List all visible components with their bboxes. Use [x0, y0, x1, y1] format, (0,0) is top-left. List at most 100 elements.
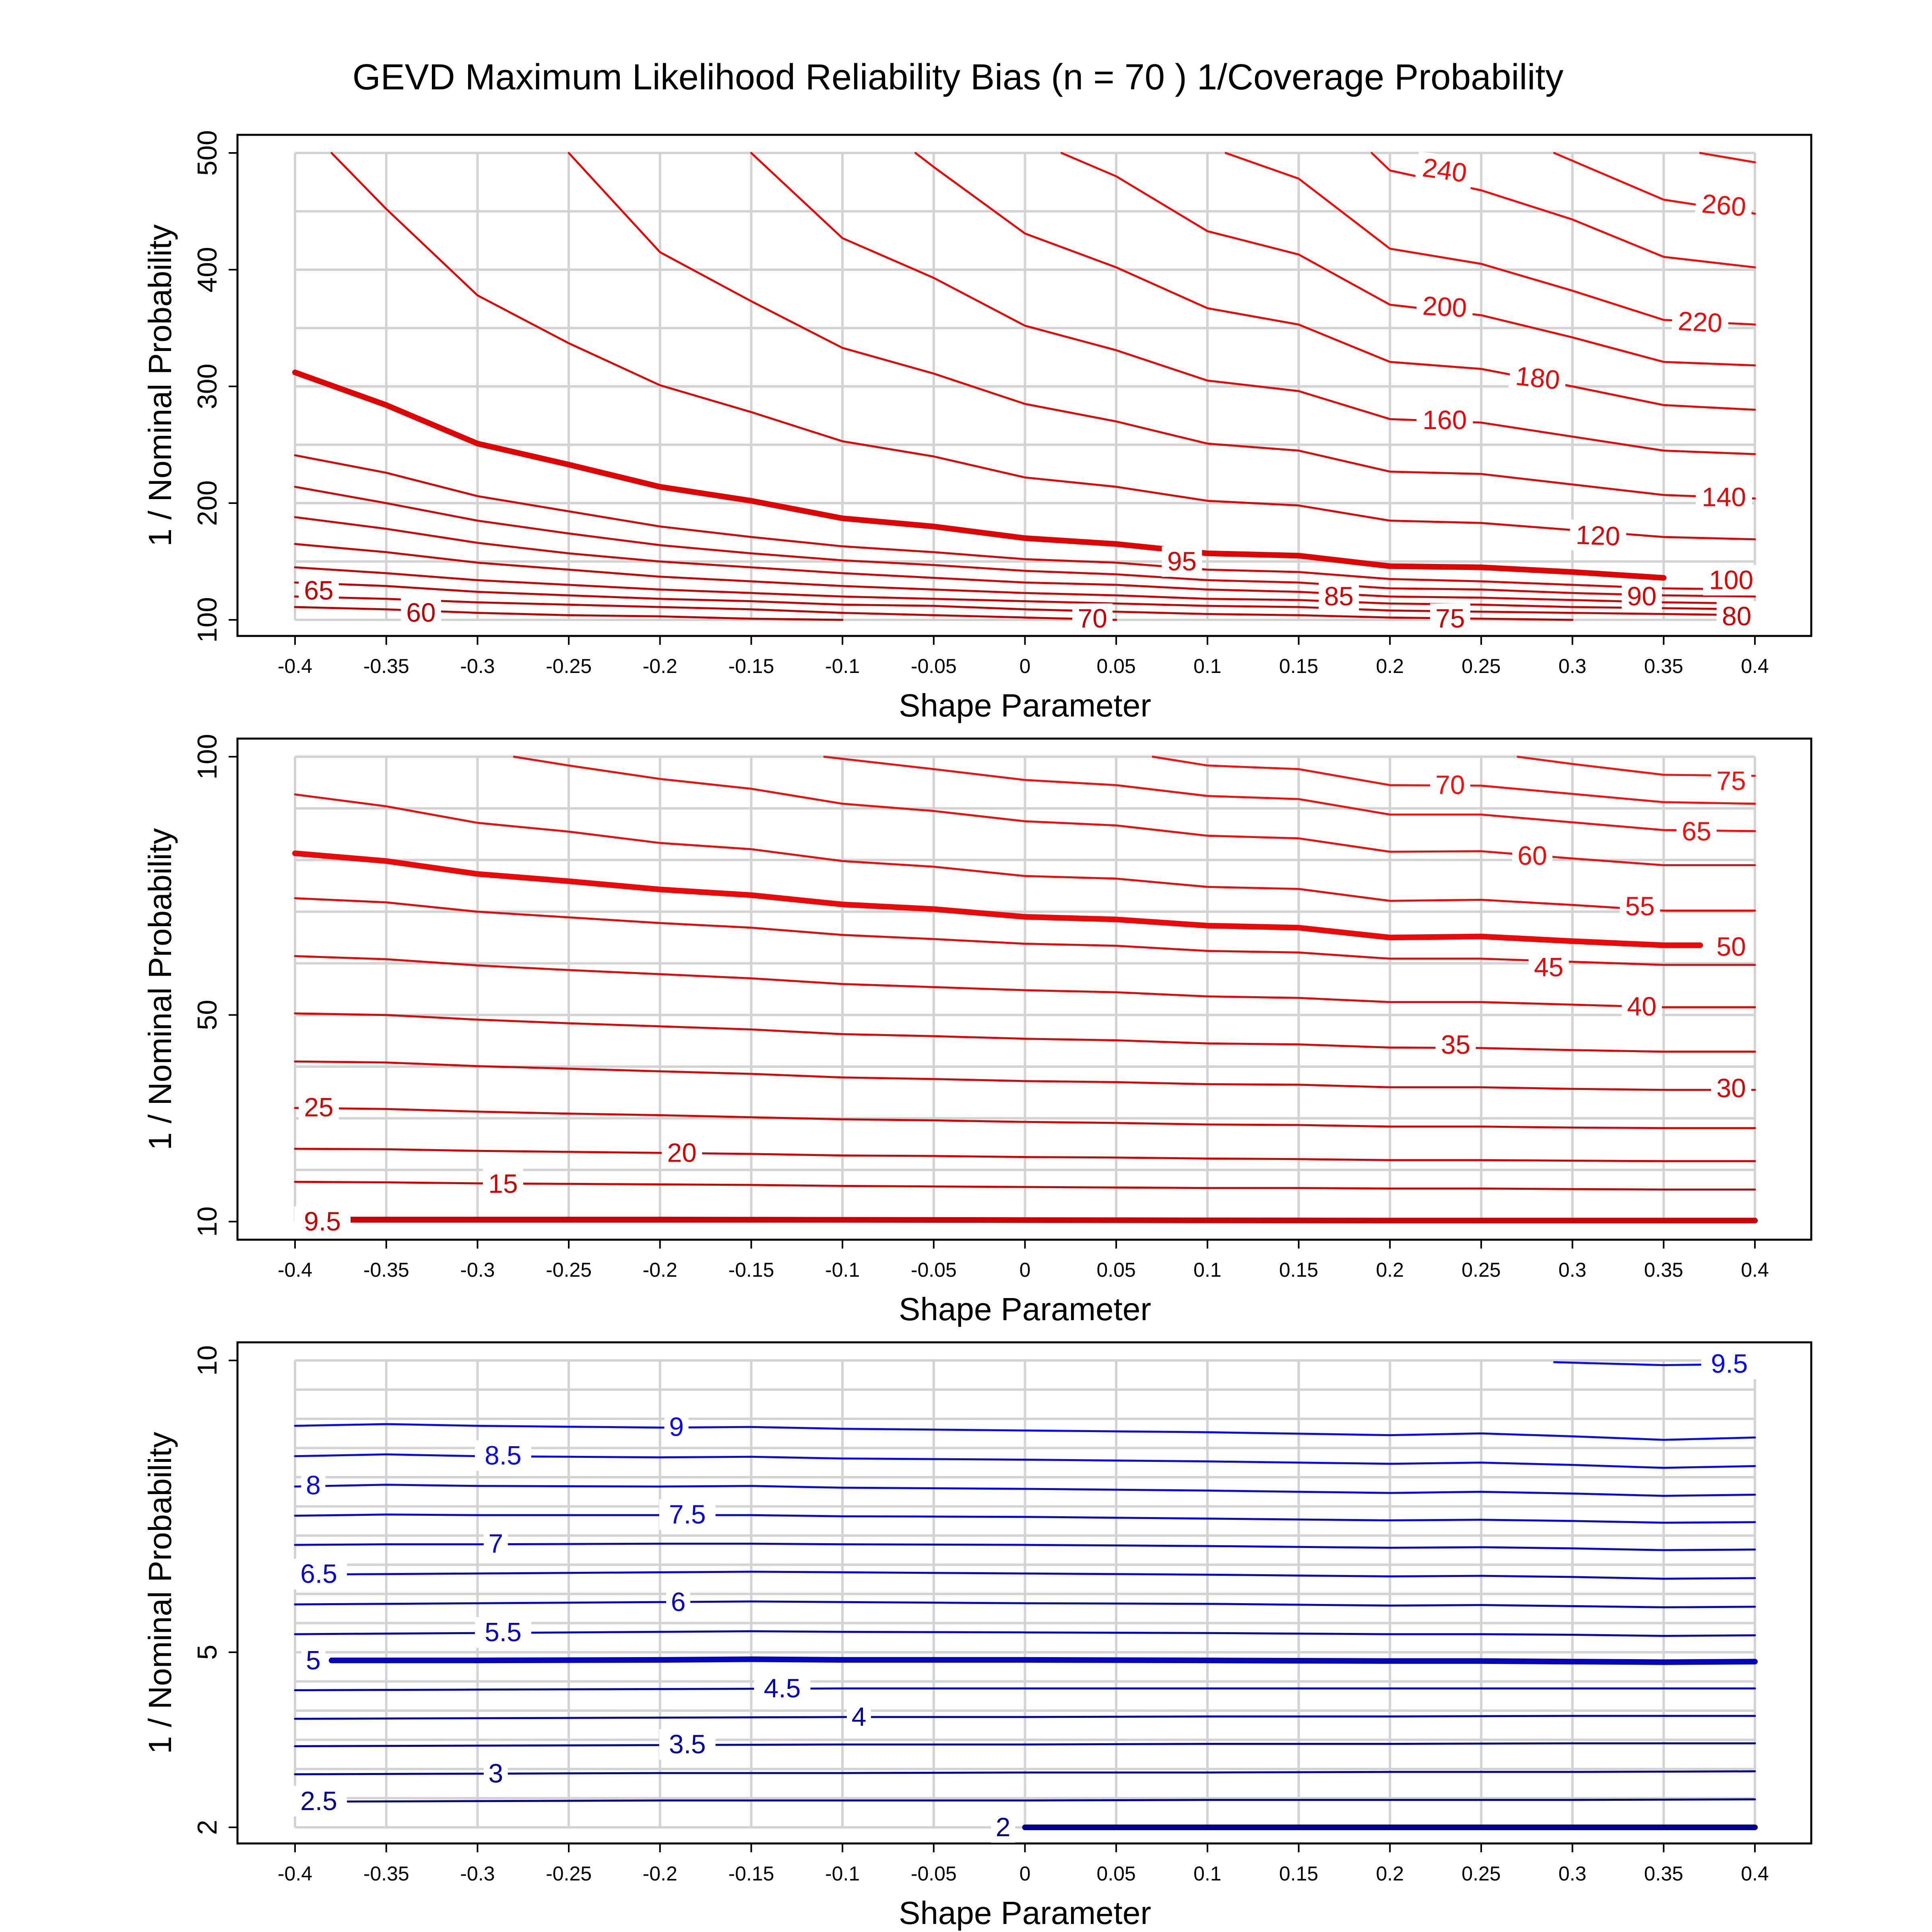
- contour-label-bg: [1671, 305, 1729, 339]
- contour-label: 5: [306, 1645, 321, 1675]
- contour-line-60: [294, 606, 844, 621]
- contour-label-bg: [846, 1701, 871, 1732]
- contour-line-9: [294, 1423, 1756, 1441]
- contour-label: 70: [1078, 603, 1107, 633]
- y-axis-label: 1 / Nominal Probability: [142, 224, 178, 546]
- contour-label-bg: [1430, 770, 1470, 801]
- contour-label-bg: [659, 1729, 716, 1760]
- contour-label: 120: [1575, 520, 1621, 551]
- contour-label-bg: [1435, 1030, 1476, 1061]
- chart-title: GEVD Maximum Likelihood Reliability Bias…: [353, 57, 1564, 97]
- contour-label-bg: [1676, 816, 1717, 847]
- contour-label: 20: [667, 1137, 696, 1167]
- contour-line-100: [292, 369, 1667, 581]
- x-tick-label: 0.35: [1644, 1259, 1683, 1281]
- contour-label: 9: [669, 1412, 684, 1441]
- contour-line-220: [1224, 152, 1756, 326]
- contour-label: 75: [1435, 603, 1465, 633]
- x-tick-label: 0.1: [1193, 1259, 1222, 1281]
- contour-label-bg: [1711, 931, 1752, 962]
- contour-line-280: [1699, 152, 1756, 163]
- x-tick-label: 0: [1020, 1862, 1031, 1885]
- contour-line-240: [1371, 152, 1756, 268]
- contour-label-bg: [1072, 603, 1113, 634]
- contour-label-bg: [298, 575, 339, 606]
- x-tick-label: 0.3: [1558, 655, 1587, 677]
- contour-line-70: [294, 581, 1574, 621]
- contour-line-3: [294, 1770, 1756, 1775]
- y-tick-label: 100: [192, 597, 223, 642]
- x-tick-label: -0.1: [825, 655, 860, 677]
- contour-line-80: [294, 543, 1756, 611]
- contour-line-7: [294, 1542, 1756, 1551]
- x-tick-label: 0.15: [1279, 1259, 1318, 1281]
- contour-line-65: [823, 755, 1756, 832]
- y-tick-label: 400: [192, 247, 223, 292]
- x-axis-label: Shape Parameter: [899, 687, 1151, 723]
- y-tick-label: 50: [192, 1000, 223, 1030]
- contour-label: 80: [1722, 601, 1751, 631]
- y-tick-label: 10: [192, 1206, 223, 1237]
- x-tick-label: -0.15: [728, 655, 774, 677]
- contour-label-bg: [666, 1587, 691, 1618]
- contour-label: 200: [1422, 291, 1468, 323]
- contour-label: 65: [304, 576, 333, 605]
- y-axis-label: 1 / Nominal Probability: [142, 828, 178, 1150]
- y-tick-label: 100: [192, 734, 223, 779]
- contour-label-bg: [662, 1137, 702, 1168]
- contour-label-bg: [1620, 891, 1660, 922]
- contour-label: 70: [1435, 770, 1465, 800]
- contour-label: 9.5: [1711, 1349, 1748, 1379]
- contour-line-6_5: [294, 1571, 1756, 1580]
- contour-label-bg: [1508, 360, 1568, 396]
- contour-line-25: [294, 1107, 1756, 1129]
- contour-label: 260: [1701, 188, 1747, 222]
- contour-label: 7: [488, 1528, 503, 1558]
- contour-label-bg: [483, 1168, 523, 1199]
- contour-label-bg: [991, 1812, 1016, 1843]
- y-axis-label: 1 / Nominal Probability: [142, 1432, 178, 1754]
- contour-label-bg: [475, 1440, 531, 1471]
- contour-line-55: [294, 793, 1756, 912]
- contour-label-bg: [1512, 840, 1552, 871]
- panel-3: -0.4 -0.35 -0.3 -0.25 -0.2 -0.15 -0.1 -0.05 0 0.0…: [142, 1341, 1812, 1931]
- contour-label: 8: [306, 1470, 321, 1500]
- contour-label-bg: [400, 597, 441, 628]
- contour-label-bg: [1528, 952, 1569, 983]
- x-tick-label: -0.05: [911, 1862, 957, 1885]
- contour-label: 55: [1625, 891, 1655, 921]
- contour-line-140: [568, 152, 1756, 500]
- chart-panels: -0.4 -0.35 -0.3 -0.25 -0.2 -0.15 -0.1 -0.05 0 0.0…: [142, 130, 1812, 1931]
- contour-label: 100: [1709, 565, 1753, 594]
- panel-1: -0.4 -0.35 -0.3 -0.25 -0.2 -0.15 -0.1 -0.05 0 0.0…: [142, 130, 1812, 723]
- contour-line-120: [330, 152, 1756, 541]
- contour-label: 5.5: [485, 1617, 522, 1647]
- x-tick-label: 0: [1020, 655, 1031, 677]
- contour-label: 60: [1517, 840, 1547, 870]
- x-tick-label: 0.4: [1741, 655, 1769, 677]
- x-tick-label: 0.05: [1097, 1862, 1136, 1885]
- contour-label: 90: [1627, 581, 1656, 611]
- contour-line-95: [294, 454, 1756, 591]
- contour-line-6: [294, 1600, 1756, 1608]
- contour-label-bg: [1416, 405, 1473, 436]
- x-tick-label: -0.35: [363, 1862, 409, 1885]
- contour-label: 2.5: [300, 1786, 337, 1816]
- x-tick-label: 0.3: [1558, 1259, 1587, 1281]
- contour-line-75: [294, 566, 1756, 616]
- contour-label: 75: [1716, 766, 1746, 795]
- contour-line-8: [294, 1484, 1756, 1497]
- contour-label-bg: [1621, 581, 1662, 612]
- contour-label-bg: [1694, 188, 1753, 223]
- x-tick-label: -0.15: [728, 1862, 774, 1885]
- x-tick-label: 0.1: [1193, 655, 1222, 677]
- contour-label-bg: [298, 1092, 339, 1123]
- contour-label-bg: [483, 1758, 508, 1789]
- contour-label-bg: [1703, 565, 1760, 596]
- contour-label: 140: [1702, 482, 1746, 512]
- x-tick-label: -0.25: [546, 655, 592, 677]
- x-tick-label: 0.05: [1097, 655, 1136, 677]
- x-tick-label: -0.05: [911, 1259, 957, 1281]
- contour-label-bg: [1430, 603, 1470, 634]
